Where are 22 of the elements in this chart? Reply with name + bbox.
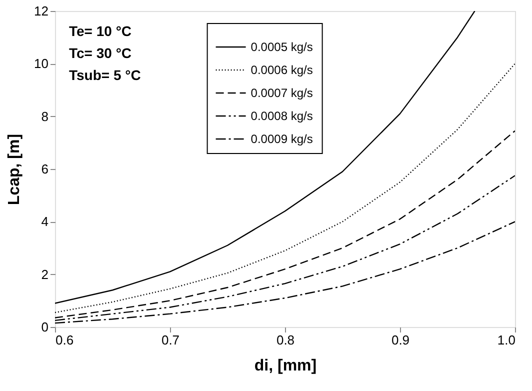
y-tick-label: 0: [41, 320, 48, 334]
legend-label: 0.0005 kg/s: [250, 40, 313, 54]
x-tick-label: 0.6: [56, 332, 74, 348]
legend-label: 0.0006 kg/s: [250, 63, 313, 77]
annotation: Te= 10 °C: [69, 23, 132, 39]
y-tick-label: 4: [41, 214, 48, 230]
annotation: Tc= 30 °C: [69, 45, 132, 61]
y-tick-label: 2: [41, 266, 48, 282]
x-axis-title: di, [mm]: [254, 358, 317, 374]
annotation: Tsub= 5 °C: [69, 67, 141, 83]
x-tick-label: 0.8: [276, 332, 295, 348]
x-tick-label: 1.0: [497, 332, 516, 348]
y-tick-label: 12: [34, 4, 48, 18]
legend-label: 0.0007 kg/s: [250, 86, 313, 100]
legend-label: 0.0008 kg/s: [250, 109, 313, 123]
y-tick-label: 8: [41, 108, 48, 124]
x-tick-label: 0.7: [161, 332, 180, 348]
y-axis-title: Lcap, [m]: [6, 134, 24, 206]
y-tick-label: 6: [41, 162, 48, 176]
legend-label: 0.0009 kg/s: [250, 132, 313, 146]
x-tick-label: 0.9: [391, 332, 410, 348]
y-tick-label: 10: [34, 56, 48, 72]
